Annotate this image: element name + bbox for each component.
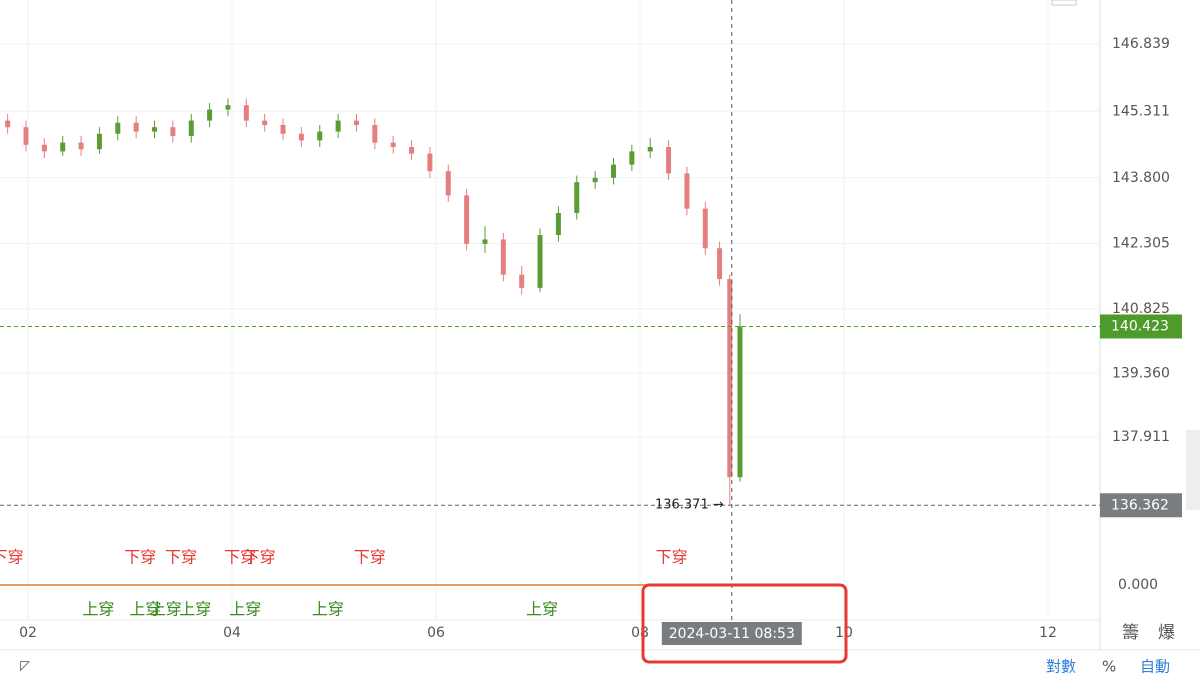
candle-body	[445, 171, 451, 196]
candle-body	[170, 127, 176, 136]
candle-body	[96, 133, 102, 150]
candle-body	[592, 177, 598, 183]
side-button[interactable]: 爆	[1158, 623, 1175, 643]
candle-body	[243, 105, 249, 121]
candle-body	[335, 120, 341, 132]
crosshair-tag	[661, 622, 802, 645]
signal-up: 上穿	[179, 600, 211, 619]
signal-down: 下穿	[0, 548, 24, 567]
candle-body	[152, 127, 158, 132]
x-tick-label: 12	[1039, 625, 1057, 641]
candle-body	[666, 146, 672, 174]
candle-body	[464, 195, 470, 244]
candle-body	[298, 133, 304, 141]
signal-up: 上穿	[150, 600, 182, 619]
crosshair-label: 2024-03-11 08:53	[669, 626, 795, 642]
signal-down: 下穿	[124, 548, 156, 567]
candle-body	[280, 124, 286, 134]
signal-down: 下穿	[354, 548, 386, 567]
candle-body	[702, 208, 708, 249]
x-tick-label: 06	[427, 625, 445, 641]
candle-body	[207, 109, 213, 121]
candle-body	[610, 164, 616, 178]
candle-body	[500, 239, 506, 275]
candle-body	[78, 142, 84, 150]
toolbar-button[interactable]: %	[1102, 658, 1116, 675]
candle-body	[629, 151, 635, 165]
side-button[interactable]: 籌	[1122, 623, 1139, 643]
side-handle[interactable]	[1186, 430, 1200, 510]
signal-up: 上穿	[526, 600, 558, 619]
candle-body	[390, 142, 396, 147]
candle-body	[5, 120, 11, 128]
candle-body	[647, 146, 653, 152]
candle-body	[427, 153, 433, 172]
button[interactable]	[1051, 0, 1077, 6]
tool-icon[interactable]: ◸	[20, 659, 30, 674]
toolbar-button[interactable]: 對數	[1046, 658, 1076, 675]
signal-down: 下穿	[244, 548, 276, 567]
candle-body	[133, 122, 139, 132]
candle-body	[225, 105, 231, 110]
low-price-tag	[1100, 493, 1182, 518]
toolbar-button[interactable]: 自動	[1140, 658, 1170, 675]
candle-body	[737, 326, 743, 478]
highlight-box	[641, 583, 848, 664]
signal-up: 上穿	[82, 600, 114, 619]
candle-body	[519, 274, 525, 288]
x-tick-label: 04	[223, 625, 241, 641]
candle-body	[372, 124, 378, 143]
candle-body	[537, 235, 543, 288]
y-tick-label: 140.825	[1112, 301, 1170, 317]
candle-body	[684, 173, 690, 209]
signal-up: 上穿	[229, 600, 261, 619]
candle-body	[23, 127, 29, 145]
candle-body	[353, 120, 359, 125]
x-tick-label: 10	[835, 625, 853, 641]
candle-body	[727, 279, 733, 478]
last-price-label: 140.423	[1111, 318, 1169, 334]
candle-body	[317, 131, 323, 141]
y-tick-label: 142.305	[1112, 236, 1170, 252]
signal-up: 上穿	[312, 600, 344, 619]
candle-body	[409, 146, 415, 154]
y-tick-label: 143.800	[1112, 170, 1170, 186]
signal-down: 下穿	[165, 548, 197, 567]
candle-body	[41, 144, 47, 152]
candle-body	[60, 142, 66, 152]
x-tick-label: 02	[19, 625, 37, 641]
candle-body	[717, 248, 723, 280]
candle-body	[555, 213, 561, 236]
y-tick-label: 139.360	[1112, 365, 1170, 381]
signal-down: 下穿	[224, 548, 256, 567]
y-tick-label: 145.311	[1112, 103, 1170, 119]
signal-down: 下穿	[656, 548, 688, 567]
y-tick-label: 0.000	[1118, 577, 1158, 593]
y-tick-label: 146.839	[1112, 36, 1170, 52]
signal-up: 上穿	[129, 600, 161, 619]
candle-body	[574, 182, 580, 214]
x-tick-label: 08	[631, 625, 649, 641]
candle-body	[482, 239, 488, 244]
last-price-tag	[1100, 314, 1182, 339]
candle-body	[262, 120, 268, 125]
y-tick-label: 137.911	[1112, 429, 1170, 445]
low-price-label: 136.362	[1111, 497, 1169, 513]
candle-body	[188, 120, 194, 136]
candle-body	[115, 122, 121, 134]
low-annotation: 136.371 →	[655, 497, 724, 512]
